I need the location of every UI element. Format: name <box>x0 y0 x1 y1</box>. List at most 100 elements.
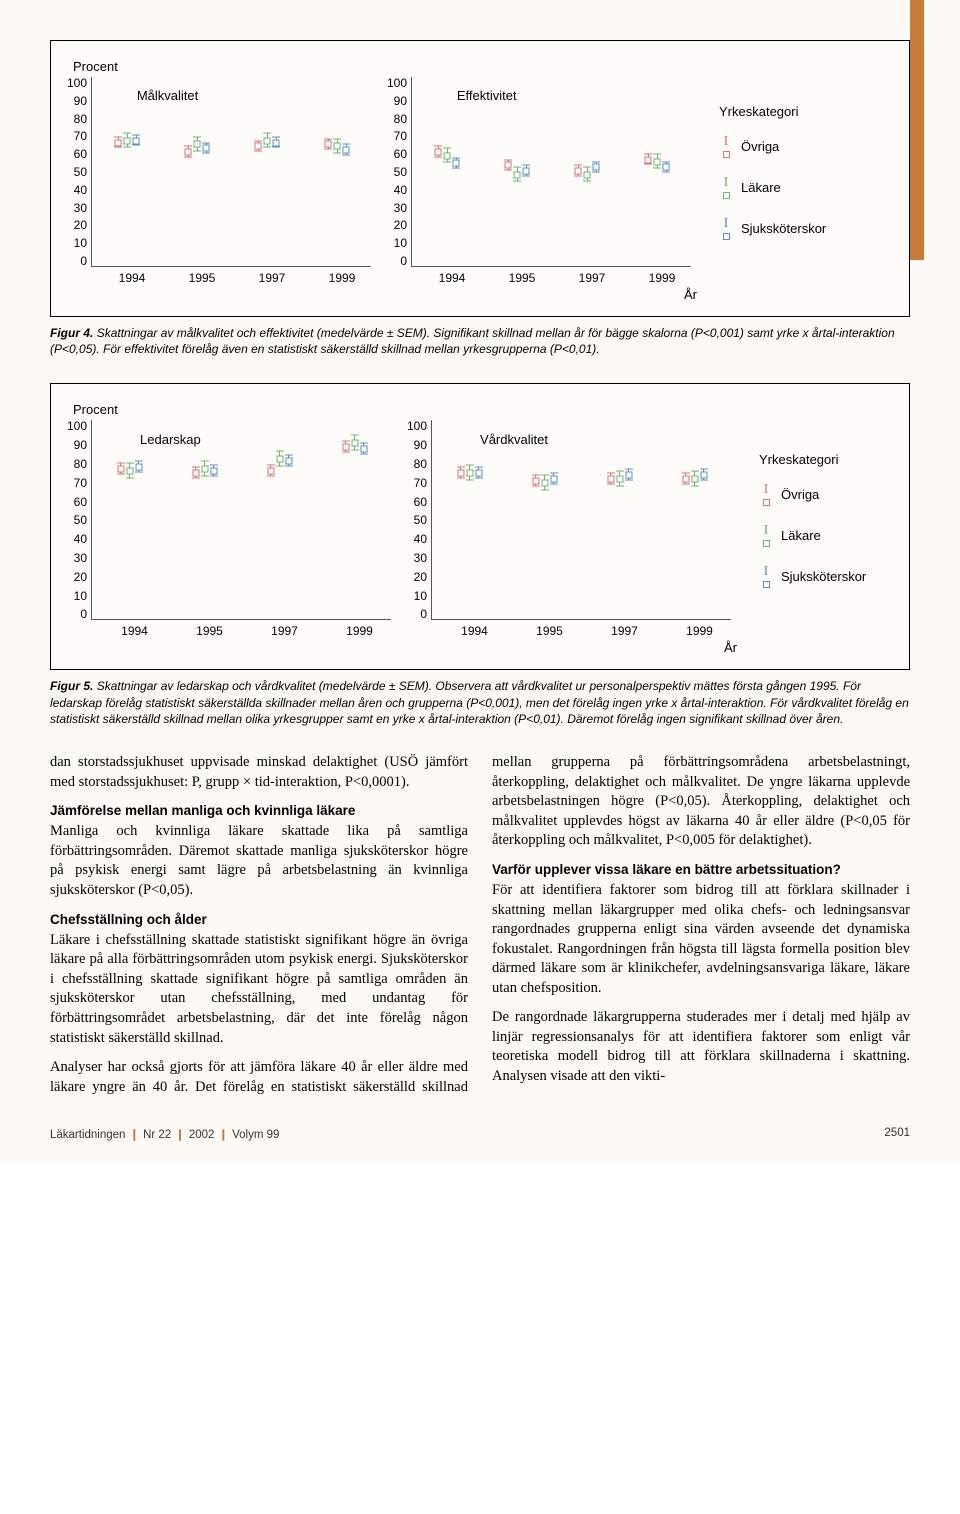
y-axis-label: Procent <box>73 59 377 75</box>
x-ticks: 1994199519971999 <box>387 271 697 285</box>
chart: Procent 1009080706050403020100 Målkvalitet… <box>67 59 377 302</box>
data-marker <box>607 476 614 483</box>
data-marker <box>541 480 548 487</box>
data-marker <box>584 171 591 178</box>
legend-marker-icon: I <box>759 565 773 588</box>
body-p6: De rangordnade läkargrupperna studerades… <box>492 1008 910 1086</box>
page: Procent 1009080706050403020100 Målkvalitet… <box>0 0 960 1161</box>
data-marker <box>550 476 557 483</box>
figure4-label: Figur 4. <box>50 326 93 340</box>
data-marker <box>575 168 582 175</box>
data-marker <box>342 444 349 451</box>
figure5-caption-text: Skattningar av ledarskap och vårdkvalite… <box>50 679 909 725</box>
chart: 1009080706050403020100 Effektivitet 199419… <box>387 59 697 302</box>
data-marker <box>124 137 131 144</box>
chart-title: Ledarskap <box>140 432 201 447</box>
legend-marker-icon: I <box>759 524 773 547</box>
data-marker <box>514 171 521 178</box>
data-marker <box>457 470 464 477</box>
legend-item: ISjuksköterskor <box>719 217 826 240</box>
chart-title: Vårdkvalitet <box>480 432 548 447</box>
legend-marker-icon: I <box>719 217 733 240</box>
legend-label: Läkare <box>741 180 781 195</box>
data-marker <box>351 440 358 447</box>
legend-title: Yrkeskategori <box>759 452 866 467</box>
chart-title: Effektivitet <box>457 88 517 103</box>
body-p2: Manliga och kvinnliga läkare skattade li… <box>50 822 468 900</box>
data-marker <box>325 141 332 148</box>
legend-item: I Läkare <box>759 524 866 547</box>
plot-area: Effektivitet <box>411 77 691 267</box>
legend-item: I Övriga <box>759 483 866 506</box>
x-ticks: 1994199519971999 <box>67 624 397 638</box>
data-marker <box>435 149 442 156</box>
body-p3: Läkare i chefsställning skattade statist… <box>50 931 468 1048</box>
data-marker <box>264 137 271 144</box>
legend-item: I Läkare <box>719 176 826 199</box>
data-marker <box>255 143 262 150</box>
data-marker <box>273 139 280 146</box>
figure4-caption: Figur 4. Skattningar av målkvalitet och … <box>50 325 910 357</box>
y-ticks: 1009080706050403020100 <box>67 77 91 267</box>
body-h1: Jämförelse mellan manliga och kvinnliga … <box>50 802 468 820</box>
x-ticks: 1994199519971999 <box>407 624 737 638</box>
data-marker <box>682 476 689 483</box>
data-marker <box>343 147 350 154</box>
y-axis-label: Procent <box>73 402 397 418</box>
plot-area: Ledarskap <box>91 420 391 620</box>
legend-label: Läkare <box>781 528 821 543</box>
data-marker <box>691 476 698 483</box>
body-h3: Varför upplever vissa läkare en bättre a… <box>492 861 910 879</box>
legend-marker-icon: I <box>719 135 733 158</box>
data-marker <box>115 139 122 146</box>
data-marker <box>285 458 292 465</box>
legend-label: Övriga <box>741 139 779 154</box>
figure4-caption-text: Skattningar av målkvalitet och effektivi… <box>50 326 895 356</box>
footer-left: Läkartidningen❙Nr 22❙2002❙Volym 99 <box>50 1127 279 1141</box>
data-marker <box>203 145 210 152</box>
figure5-label: Figur 5. <box>50 679 93 693</box>
y-ticks: 1009080706050403020100 <box>67 420 91 620</box>
y-axis-label <box>413 402 737 418</box>
chart: Procent 1009080706050403020100 Ledarskap 19… <box>67 402 397 655</box>
x-axis-label: År <box>407 640 737 655</box>
body-p1: dan storstadssjukhuset uppvisade minskad… <box>50 753 468 792</box>
data-marker <box>117 466 124 473</box>
legend-marker-icon: I <box>719 176 733 199</box>
data-marker <box>126 468 133 475</box>
chart-title: Målkvalitet <box>137 88 198 103</box>
data-marker <box>645 156 652 163</box>
y-ticks: 1009080706050403020100 <box>407 420 431 620</box>
figure5-box: Procent 1009080706050403020100 Ledarskap 19… <box>50 383 910 670</box>
legend-label: Övriga <box>781 487 819 502</box>
footer-page-number: 2501 <box>884 1127 910 1141</box>
body-h2: Chefsställning och ålder <box>50 911 468 929</box>
figure5-caption: Figur 5. Skattningar av ledarskap och vå… <box>50 678 910 727</box>
y-axis-label <box>393 59 697 75</box>
data-marker <box>453 160 460 167</box>
x-axis-label: År <box>387 287 697 302</box>
data-marker <box>201 466 208 473</box>
plot-area: Vårdkvalitet <box>431 420 731 620</box>
data-marker <box>593 164 600 171</box>
plot-area: Målkvalitet <box>91 77 371 267</box>
data-marker <box>616 476 623 483</box>
data-marker <box>475 470 482 477</box>
data-marker <box>185 149 192 156</box>
data-marker <box>505 162 512 169</box>
data-marker <box>466 470 473 477</box>
data-marker <box>267 468 274 475</box>
data-marker <box>532 478 539 485</box>
chart: 1009080706050403020100 Vårdkvalitet 199419… <box>407 402 737 655</box>
data-marker <box>192 470 199 477</box>
legend-label: Sjuksköterskor <box>781 569 866 584</box>
data-marker <box>700 472 707 479</box>
legend-title: Yrkeskategori <box>719 104 826 119</box>
data-marker <box>625 472 632 479</box>
data-marker <box>194 141 201 148</box>
y-ticks: 1009080706050403020100 <box>387 77 411 267</box>
data-marker <box>133 137 140 144</box>
legend: Yrkeskategori I Övriga I Läkare I Sjukskötersk… <box>747 452 866 606</box>
legend-marker-icon: I <box>759 483 773 506</box>
data-marker <box>276 456 283 463</box>
